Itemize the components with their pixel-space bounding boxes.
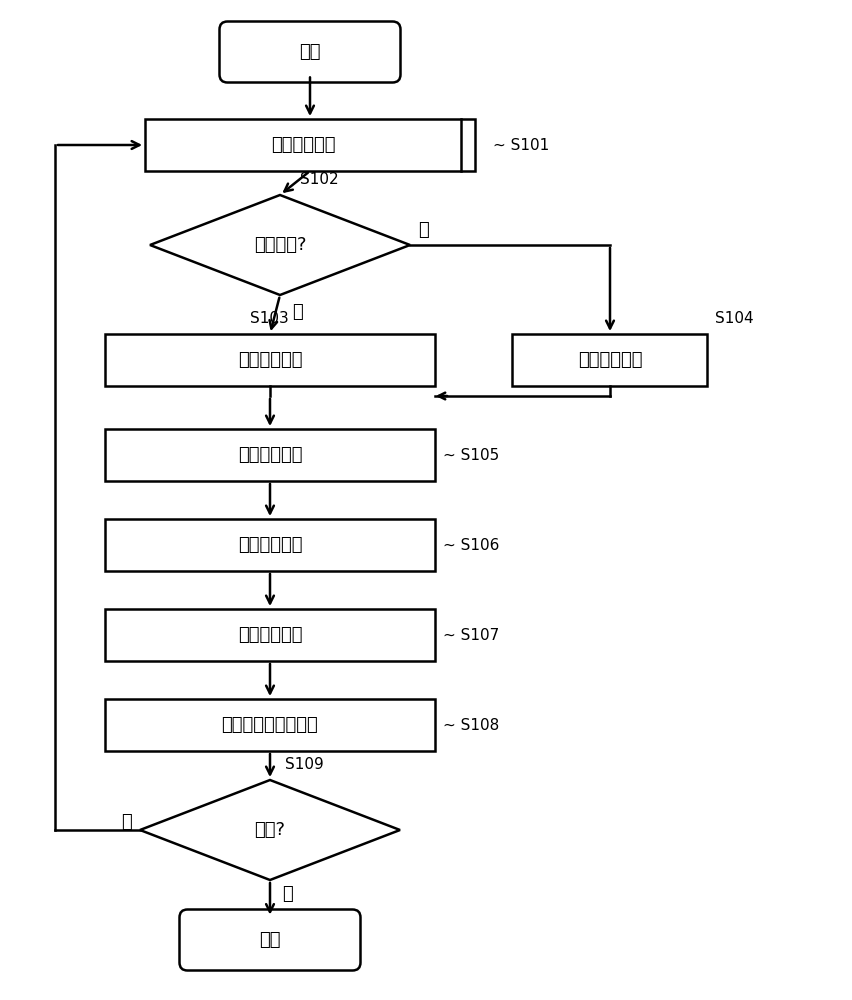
- Text: 结束: 结束: [259, 931, 280, 949]
- Text: 取得影像信号: 取得影像信号: [238, 446, 302, 464]
- Text: 激光模式?: 激光模式?: [253, 236, 306, 254]
- Text: 是: 是: [282, 885, 292, 903]
- Text: 是: 是: [291, 303, 302, 321]
- Text: 进行亮度控制: 进行亮度控制: [238, 626, 302, 644]
- FancyBboxPatch shape: [179, 910, 360, 970]
- Text: ~ S101: ~ S101: [492, 137, 549, 152]
- Bar: [105, 609, 435, 661]
- Polygon shape: [140, 780, 400, 880]
- Text: 开始: 开始: [299, 43, 320, 61]
- Text: ~ S108: ~ S108: [442, 718, 498, 732]
- Text: 激光模式设定: 激光模式设定: [238, 351, 302, 369]
- Text: S102: S102: [300, 172, 338, 187]
- Text: 进行判别处理: 进行判别处理: [270, 136, 335, 154]
- Polygon shape: [150, 195, 410, 295]
- Text: S104: S104: [715, 311, 753, 326]
- Bar: [145, 119, 475, 171]
- Text: 通常模式设定: 通常模式设定: [577, 351, 642, 369]
- Bar: [105, 429, 435, 481]
- FancyBboxPatch shape: [219, 21, 400, 83]
- Text: 否: 否: [417, 221, 429, 239]
- Text: S109: S109: [285, 757, 324, 772]
- Bar: [105, 334, 435, 386]
- Text: ~ S107: ~ S107: [442, 628, 498, 643]
- Text: 进行测光处理: 进行测光处理: [238, 536, 302, 554]
- Text: S103: S103: [250, 311, 289, 326]
- Bar: [105, 519, 435, 571]
- Text: ~ S105: ~ S105: [442, 448, 498, 462]
- Bar: [512, 334, 706, 386]
- Bar: [105, 699, 435, 751]
- Text: ~ S106: ~ S106: [442, 538, 498, 552]
- Text: 结束?: 结束?: [254, 821, 285, 839]
- Text: 进行图像处理并显示: 进行图像处理并显示: [222, 716, 318, 734]
- Text: 否: 否: [121, 813, 132, 831]
